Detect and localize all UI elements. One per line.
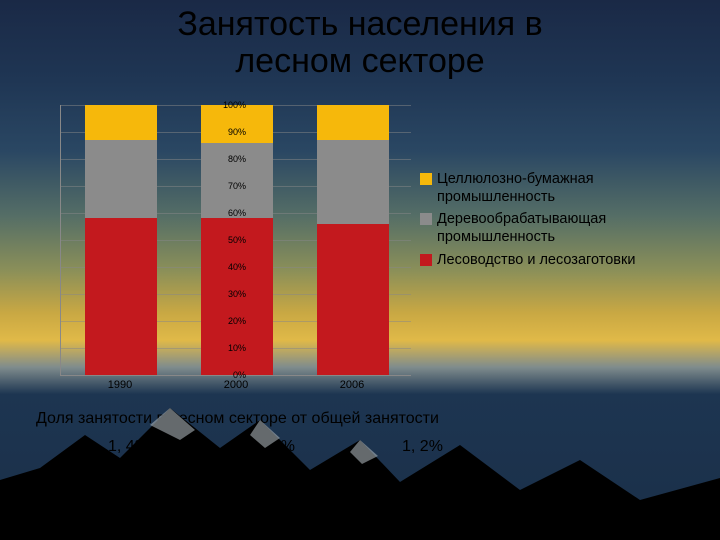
x-tick-label: 2006 <box>316 379 388 391</box>
legend-item: Целлюлозно-бумажная промышленность <box>420 170 710 206</box>
title-line2: лесном секторе <box>0 43 720 80</box>
legend: Целлюлозно-бумажная промышленность Дерево… <box>420 170 710 273</box>
y-tick-label: 40% <box>208 262 246 272</box>
legend-label: Лесоводство и лесозаготовки <box>437 251 710 269</box>
bar <box>317 105 389 375</box>
legend-label: Деревообрабатывающая промышленность <box>437 210 710 246</box>
slide-title: Занятость населения в лесном секторе <box>0 6 720 81</box>
y-tick-label: 10% <box>208 343 246 353</box>
y-tick-label: 50% <box>208 235 246 245</box>
bar-segment <box>317 105 389 140</box>
bar-segment <box>201 105 273 143</box>
title-line1: Занятость населения в <box>0 6 720 43</box>
bar <box>85 105 157 375</box>
caption-text: Доля занятости в лесном секторе от общей… <box>36 410 439 428</box>
legend-label: Целлюлозно-бумажная промышленность <box>437 170 710 206</box>
y-tick-label: 60% <box>208 208 246 218</box>
share-value: 1, 2% <box>254 438 295 456</box>
bar-segment <box>85 218 157 375</box>
y-tick-label: 30% <box>208 289 246 299</box>
y-tick-label: 20% <box>208 316 246 326</box>
bar-segment <box>317 140 389 224</box>
bar-segment <box>85 140 157 218</box>
bar-segment <box>85 105 157 140</box>
x-tick-label: 1990 <box>84 379 156 391</box>
y-tick-label: 80% <box>208 154 246 164</box>
legend-item: Лесоводство и лесозаготовки <box>420 251 710 269</box>
y-tick-label: 70% <box>208 181 246 191</box>
share-value: 1, 4% <box>108 438 149 456</box>
legend-swatch <box>420 254 432 266</box>
legend-item: Деревообрабатывающая промышленность <box>420 210 710 246</box>
share-value: 1, 2% <box>402 438 443 456</box>
bar-segment <box>317 224 389 375</box>
legend-swatch <box>420 173 432 185</box>
x-tick-label: 2000 <box>200 379 272 391</box>
y-tick-label: 100% <box>208 100 246 110</box>
y-tick-label: 90% <box>208 127 246 137</box>
legend-swatch <box>420 213 432 225</box>
slide: Занятость населения в лесном секторе 0%1… <box>0 0 720 540</box>
